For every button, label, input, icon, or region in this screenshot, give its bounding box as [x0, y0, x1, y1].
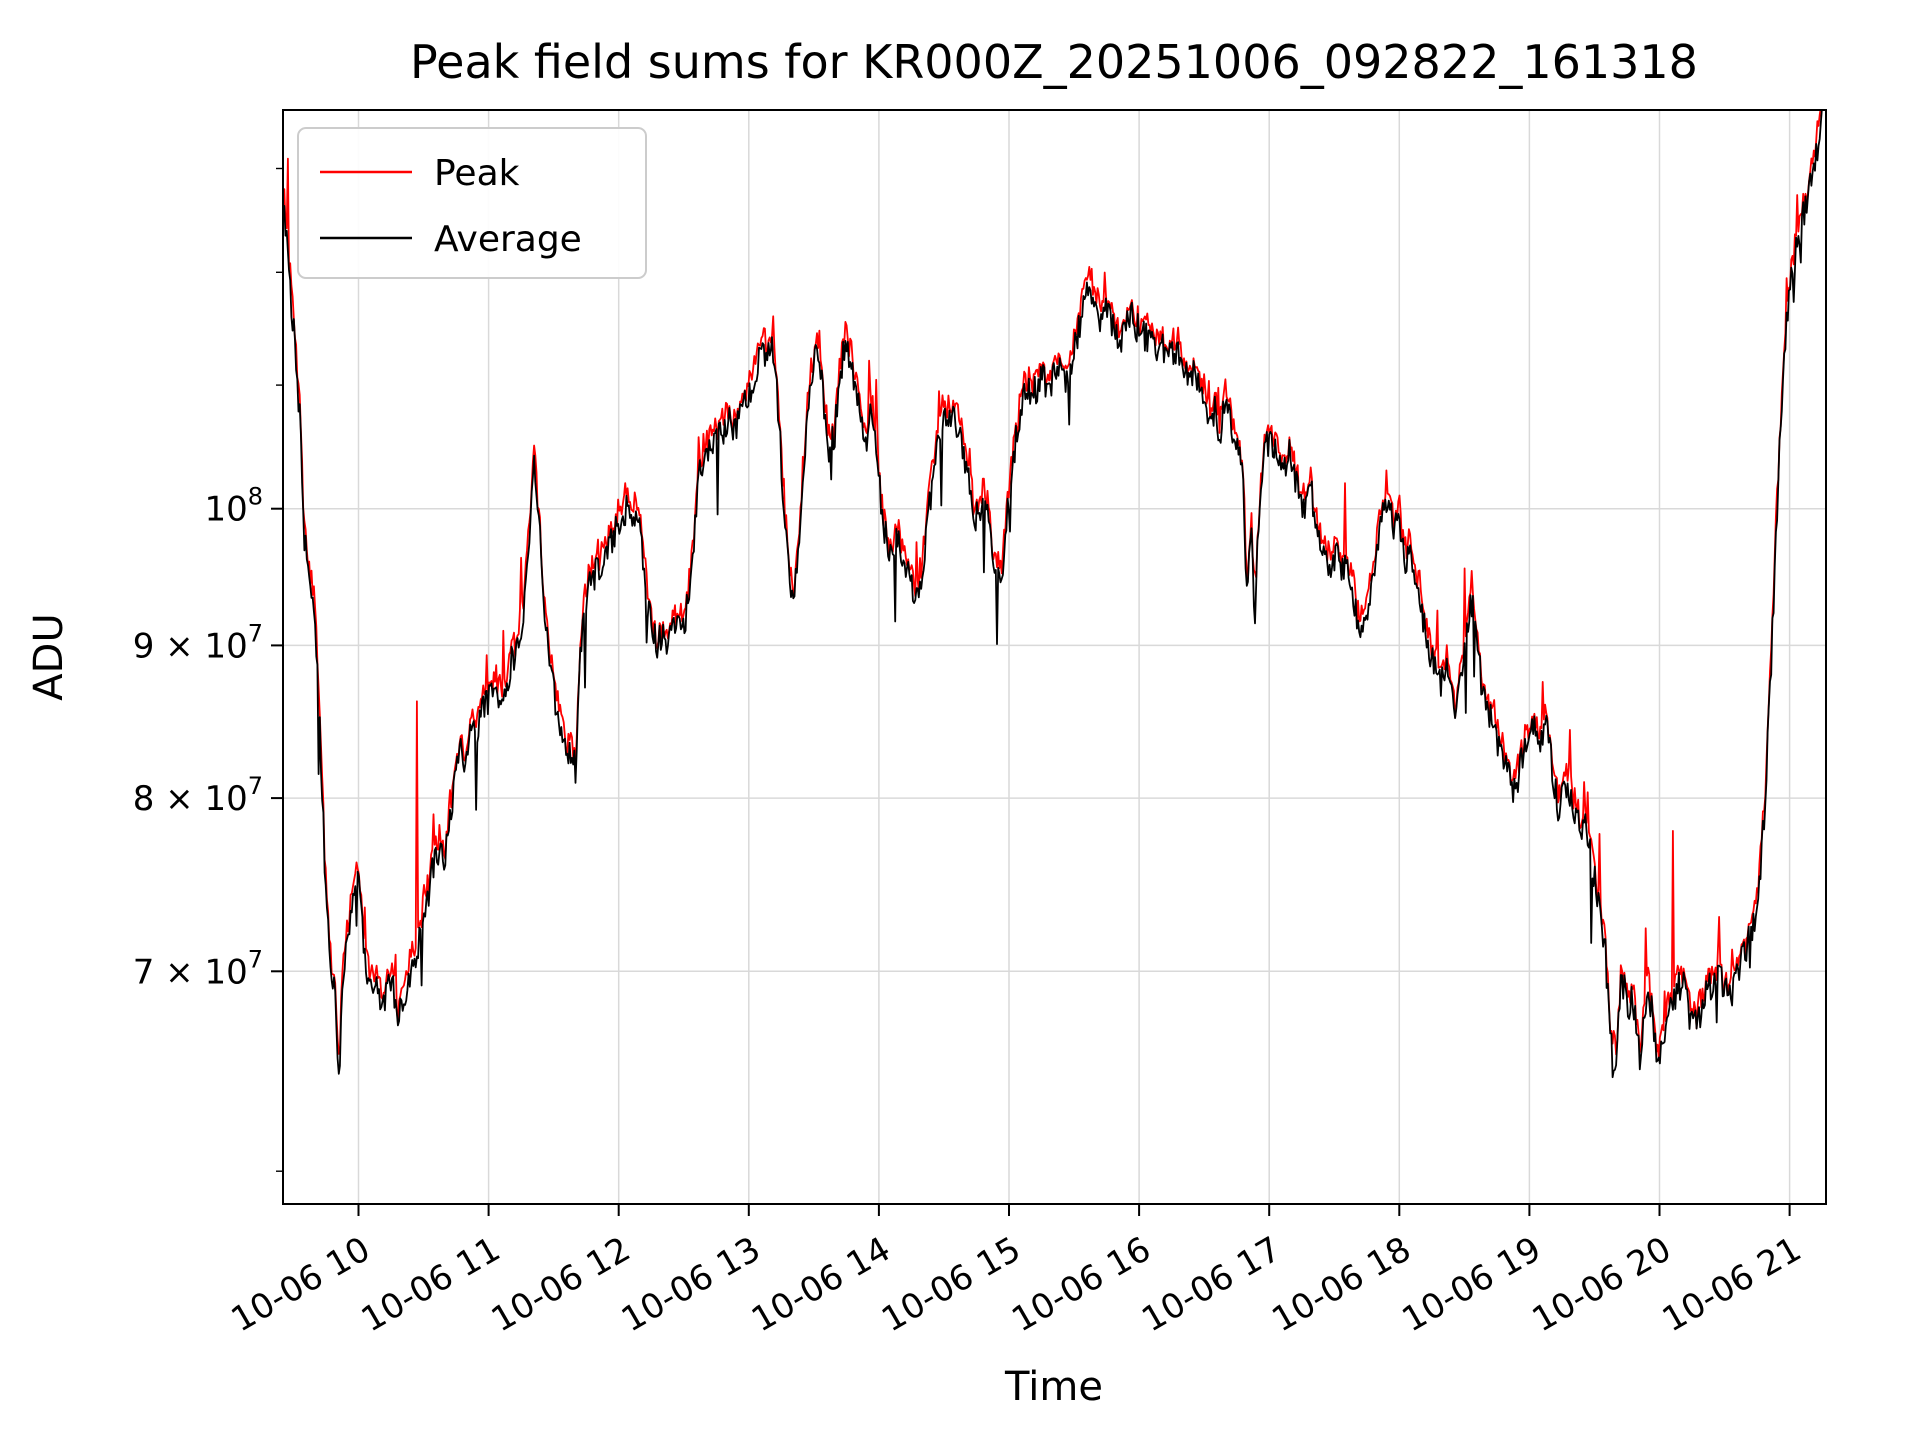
x-tick-label: 10-06 21 — [1656, 1229, 1808, 1340]
series-lines — [283, 110, 1823, 1079]
x-tick-label: 10-06 18 — [1265, 1229, 1417, 1340]
y-tick-label: 7 × 107 — [133, 945, 263, 992]
x-tick-label: 10-06 11 — [355, 1229, 507, 1340]
x-tick-label: 10-06 17 — [1135, 1229, 1287, 1340]
x-tick-label: 10-06 20 — [1526, 1229, 1678, 1340]
legend-label-peak: Peak — [434, 153, 520, 194]
legend-label-average: Average — [434, 219, 582, 260]
y-axis-ticks: 7 × 107 8 × 107 9 × 107 108 — [133, 167, 283, 1172]
y-axis-label: ADU — [26, 613, 72, 700]
x-tick-label: 10-06 15 — [875, 1229, 1027, 1340]
average-series-line — [283, 110, 1823, 1079]
legend: Peak Average — [297, 127, 647, 279]
x-tick-label: 10-06 14 — [745, 1229, 897, 1340]
x-tick-label: 10-06 10 — [225, 1229, 377, 1340]
legend-box — [297, 127, 647, 279]
x-tick-label: 10-06 12 — [485, 1229, 637, 1340]
x-axis-label: Time — [1004, 1364, 1103, 1410]
plot-border — [282, 109, 1827, 1205]
y-tick-label: 9 × 107 — [133, 619, 263, 666]
x-tick-label: 10-06 16 — [1005, 1229, 1157, 1340]
y-tick-label: 8 × 107 — [133, 772, 263, 819]
x-tick-label: 10-06 19 — [1396, 1229, 1548, 1340]
x-tick-label: 10-06 13 — [615, 1229, 767, 1340]
chart-title: Peak field sums for KR000Z_20251006_0928… — [410, 35, 1698, 89]
y-tick-label: 108 — [204, 483, 263, 530]
